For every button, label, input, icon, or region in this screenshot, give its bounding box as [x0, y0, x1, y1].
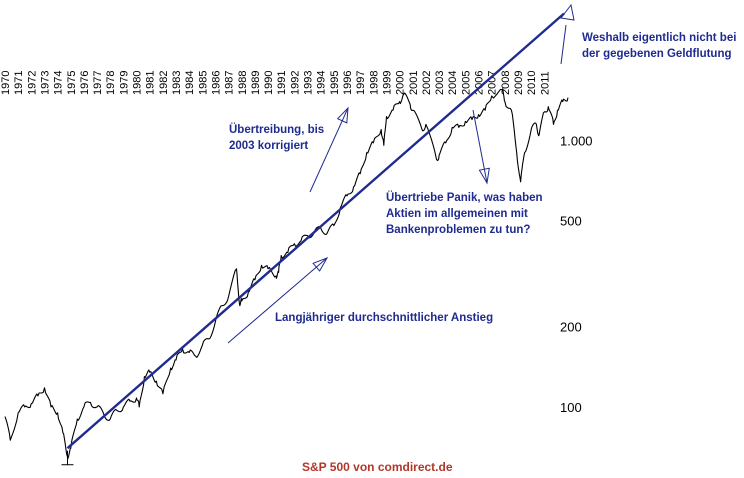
year-label-2000: 2000: [395, 71, 407, 95]
annotation-arrows: [227, 24, 567, 344]
year-label-2001: 2001: [408, 71, 420, 95]
year-label-1984: 1984: [184, 71, 196, 95]
annotation-uebertreibung-line-1: Übertreibung, bis: [229, 124, 325, 136]
annotation-panik: Übertriebe Panik, was haben Aktien im al…: [386, 190, 543, 238]
year-label-1985: 1985: [197, 71, 209, 95]
year-label-2010: 2010: [526, 71, 538, 95]
year-label-1980: 1980: [132, 71, 144, 95]
year-label-1977: 1977: [92, 71, 104, 95]
year-label-1988: 1988: [237, 71, 249, 95]
year-label-1975: 1975: [66, 71, 78, 95]
year-label-1971: 1971: [13, 71, 25, 95]
year-label-1974: 1974: [53, 71, 65, 95]
y-tick-label-500: 500: [560, 214, 582, 229]
year-label-1990: 1990: [263, 71, 275, 95]
year-label-1970: 1970: [0, 71, 12, 95]
arrow-uebertreibung-shaft: [309, 107, 349, 193]
arrow-panik-head: [478, 167, 490, 185]
year-label-2002: 2002: [421, 71, 433, 95]
year-label-1991: 1991: [276, 71, 288, 95]
year-label-1995: 1995: [329, 71, 341, 95]
annotation-panik-line-2: Aktien im allgemeinen mit: [386, 208, 528, 220]
year-label-1998: 1998: [368, 71, 380, 95]
year-label-1981: 1981: [145, 71, 157, 95]
annotation-anstieg-line: Langjähriger durchschnittlicher Anstieg: [275, 312, 494, 324]
annotation-panik-line-3: Bankenproblemen zu tun?: [386, 224, 531, 236]
year-label-1994: 1994: [316, 71, 328, 95]
year-label-1997: 1997: [355, 71, 367, 95]
trend-arrowhead: [560, 3, 575, 21]
annotation-anstieg: Langjähriger durchschnittlicher Anstieg: [275, 310, 493, 326]
year-label-1973: 1973: [39, 71, 51, 95]
year-label-2004: 2004: [447, 71, 459, 95]
arrow-weshalb-shaft: [560, 24, 567, 65]
arrow-uebertreibung-head: [336, 106, 349, 124]
year-label-1992: 1992: [289, 71, 301, 95]
series-layer: [4, 3, 575, 466]
arrow-panik-shaft: [472, 109, 488, 184]
year-label-2003: 2003: [434, 71, 446, 95]
year-label-1986: 1986: [210, 71, 222, 95]
year-label-1976: 1976: [79, 71, 91, 95]
annotation-panik-line-1: Übertriebe Panik, was haben: [386, 192, 543, 204]
year-label-1978: 1978: [105, 71, 117, 95]
year-label-2009: 2009: [513, 71, 525, 95]
annotation-weshalb-line-1: Weshalb eigentlich nicht bei: [582, 32, 737, 44]
year-label-1983: 1983: [171, 71, 183, 95]
year-label-1999: 1999: [381, 71, 393, 95]
y-tick-label-100: 100: [560, 400, 582, 415]
year-label-1972: 1972: [26, 71, 38, 95]
arrow-anstieg-shaft: [227, 257, 328, 344]
annotation-uebertreibung-line-2: 2003 korrigiert: [229, 140, 309, 152]
annotation-weshalb: Weshalb eigentlich nicht bei der gegeben…: [582, 30, 736, 62]
y-tick-label-200: 200: [560, 320, 582, 335]
year-label-2005: 2005: [460, 71, 472, 95]
y-axis-ticks: 100 200 500 1.000: [560, 134, 593, 415]
year-label-1982: 1982: [158, 71, 170, 95]
year-label-1993: 1993: [303, 71, 315, 95]
year-label-1996: 1996: [342, 71, 354, 95]
year-label-1987: 1987: [224, 71, 236, 95]
year-label-1989: 1989: [250, 71, 262, 95]
year-label-2011: 2011: [539, 71, 551, 95]
annotation-weshalb-line-2: der gegebenen Geldflutung: [582, 48, 732, 60]
price-series-line: [4, 88, 569, 459]
year-axis-labels: 1970 1971 1972 1973 1974 1975 1976 1977 1978 1979…: [0, 71, 551, 95]
source-caption: S&P 500 von comdirect.de: [302, 460, 453, 474]
arrow-anstieg-head: [312, 257, 329, 272]
trend-line: [66, 12, 565, 450]
year-label-1979: 1979: [118, 71, 130, 95]
y-tick-label-1000: 1.000: [560, 134, 593, 149]
annotation-uebertreibung: Übertreibung, bis 2003 korrigiert: [229, 122, 324, 154]
year-label-2008: 2008: [500, 71, 512, 95]
year-label-2007: 2007: [487, 71, 499, 95]
